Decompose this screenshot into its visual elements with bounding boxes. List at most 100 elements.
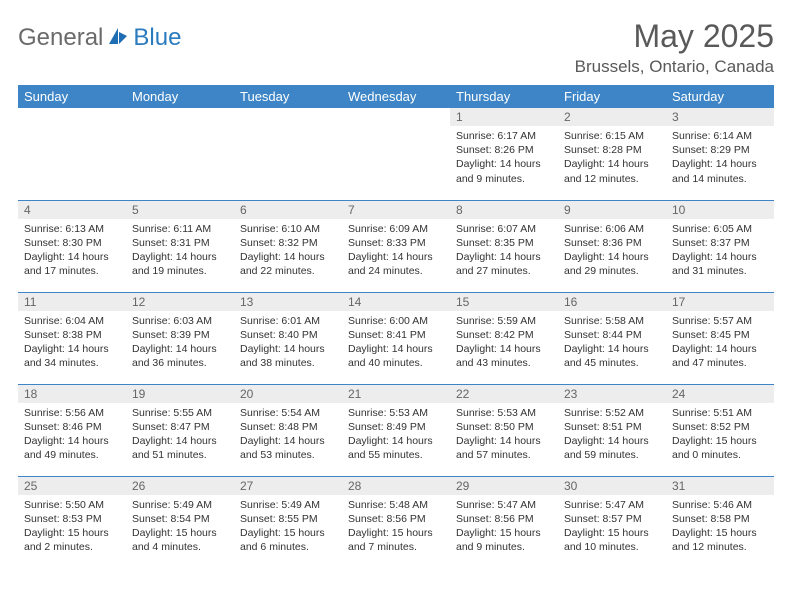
calendar-day-cell xyxy=(126,108,234,200)
day-number: 8 xyxy=(450,201,558,219)
calendar-day-cell: 22Sunrise: 5:53 AMSunset: 8:50 PMDayligh… xyxy=(450,384,558,476)
daylight-text: Daylight: 14 hours and 51 minutes. xyxy=(132,434,228,462)
sunrise-text: Sunrise: 5:59 AM xyxy=(456,314,552,328)
sunset-text: Sunset: 8:38 PM xyxy=(24,328,120,342)
sunrise-text: Sunrise: 6:13 AM xyxy=(24,222,120,236)
day-body: Sunrise: 6:03 AMSunset: 8:39 PMDaylight:… xyxy=(126,311,234,375)
daylight-text: Daylight: 14 hours and 24 minutes. xyxy=(348,250,444,278)
day-body: Sunrise: 5:47 AMSunset: 8:57 PMDaylight:… xyxy=(558,495,666,559)
sunrise-text: Sunrise: 6:03 AM xyxy=(132,314,228,328)
day-number: 31 xyxy=(666,477,774,495)
sunrise-text: Sunrise: 6:09 AM xyxy=(348,222,444,236)
day-body: Sunrise: 5:59 AMSunset: 8:42 PMDaylight:… xyxy=(450,311,558,375)
day-body: Sunrise: 6:04 AMSunset: 8:38 PMDaylight:… xyxy=(18,311,126,375)
sunset-text: Sunset: 8:26 PM xyxy=(456,143,552,157)
sunrise-text: Sunrise: 6:06 AM xyxy=(564,222,660,236)
day-body: Sunrise: 6:17 AMSunset: 8:26 PMDaylight:… xyxy=(450,126,558,190)
daylight-text: Daylight: 14 hours and 27 minutes. xyxy=(456,250,552,278)
weekday-monday: Monday xyxy=(126,85,234,108)
daylight-text: Daylight: 14 hours and 36 minutes. xyxy=(132,342,228,370)
sunrise-text: Sunrise: 6:01 AM xyxy=(240,314,336,328)
day-body: Sunrise: 6:11 AMSunset: 8:31 PMDaylight:… xyxy=(126,219,234,283)
day-body: Sunrise: 6:09 AMSunset: 8:33 PMDaylight:… xyxy=(342,219,450,283)
calendar-day-cell: 20Sunrise: 5:54 AMSunset: 8:48 PMDayligh… xyxy=(234,384,342,476)
calendar-day-cell: 17Sunrise: 5:57 AMSunset: 8:45 PMDayligh… xyxy=(666,292,774,384)
calendar-day-cell: 14Sunrise: 6:00 AMSunset: 8:41 PMDayligh… xyxy=(342,292,450,384)
calendar-day-cell: 10Sunrise: 6:05 AMSunset: 8:37 PMDayligh… xyxy=(666,200,774,292)
calendar-day-cell: 16Sunrise: 5:58 AMSunset: 8:44 PMDayligh… xyxy=(558,292,666,384)
day-body: Sunrise: 5:55 AMSunset: 8:47 PMDaylight:… xyxy=(126,403,234,467)
logo-text-general: General xyxy=(18,24,103,52)
sunset-text: Sunset: 8:40 PM xyxy=(240,328,336,342)
sunrise-text: Sunrise: 5:53 AM xyxy=(348,406,444,420)
daylight-text: Daylight: 15 hours and 12 minutes. xyxy=(672,526,768,554)
day-body: Sunrise: 5:49 AMSunset: 8:55 PMDaylight:… xyxy=(234,495,342,559)
day-number: 26 xyxy=(126,477,234,495)
daylight-text: Daylight: 14 hours and 53 minutes. xyxy=(240,434,336,462)
calendar-day-cell: 15Sunrise: 5:59 AMSunset: 8:42 PMDayligh… xyxy=(450,292,558,384)
calendar-day-cell: 3Sunrise: 6:14 AMSunset: 8:29 PMDaylight… xyxy=(666,108,774,200)
sunrise-text: Sunrise: 6:11 AM xyxy=(132,222,228,236)
day-number: 1 xyxy=(450,108,558,126)
calendar-day-cell: 19Sunrise: 5:55 AMSunset: 8:47 PMDayligh… xyxy=(126,384,234,476)
sunset-text: Sunset: 8:55 PM xyxy=(240,512,336,526)
day-body: Sunrise: 5:49 AMSunset: 8:54 PMDaylight:… xyxy=(126,495,234,559)
day-number: 13 xyxy=(234,293,342,311)
sunset-text: Sunset: 8:36 PM xyxy=(564,236,660,250)
day-number: 9 xyxy=(558,201,666,219)
daylight-text: Daylight: 14 hours and 57 minutes. xyxy=(456,434,552,462)
calendar-day-cell: 5Sunrise: 6:11 AMSunset: 8:31 PMDaylight… xyxy=(126,200,234,292)
sunset-text: Sunset: 8:30 PM xyxy=(24,236,120,250)
calendar-week-row: 25Sunrise: 5:50 AMSunset: 8:53 PMDayligh… xyxy=(18,476,774,568)
daylight-text: Daylight: 15 hours and 2 minutes. xyxy=(24,526,120,554)
daylight-text: Daylight: 14 hours and 14 minutes. xyxy=(672,157,768,185)
day-number xyxy=(234,108,342,126)
day-body: Sunrise: 5:47 AMSunset: 8:56 PMDaylight:… xyxy=(450,495,558,559)
title-block: May 2025 Brussels, Ontario, Canada xyxy=(575,18,774,77)
day-body: Sunrise: 5:53 AMSunset: 8:49 PMDaylight:… xyxy=(342,403,450,467)
daylight-text: Daylight: 15 hours and 7 minutes. xyxy=(348,526,444,554)
day-number: 10 xyxy=(666,201,774,219)
day-body: Sunrise: 5:48 AMSunset: 8:56 PMDaylight:… xyxy=(342,495,450,559)
calendar-week-row: 1Sunrise: 6:17 AMSunset: 8:26 PMDaylight… xyxy=(18,108,774,200)
day-number: 27 xyxy=(234,477,342,495)
day-body: Sunrise: 6:13 AMSunset: 8:30 PMDaylight:… xyxy=(18,219,126,283)
day-number: 6 xyxy=(234,201,342,219)
day-body: Sunrise: 6:01 AMSunset: 8:40 PMDaylight:… xyxy=(234,311,342,375)
calendar-day-cell: 1Sunrise: 6:17 AMSunset: 8:26 PMDaylight… xyxy=(450,108,558,200)
daylight-text: Daylight: 15 hours and 9 minutes. xyxy=(456,526,552,554)
logo: General Blue xyxy=(18,18,181,52)
sunset-text: Sunset: 8:48 PM xyxy=(240,420,336,434)
day-number: 7 xyxy=(342,201,450,219)
day-number: 30 xyxy=(558,477,666,495)
sunset-text: Sunset: 8:56 PM xyxy=(348,512,444,526)
sunrise-text: Sunrise: 5:50 AM xyxy=(24,498,120,512)
day-number: 16 xyxy=(558,293,666,311)
daylight-text: Daylight: 15 hours and 4 minutes. xyxy=(132,526,228,554)
daylight-text: Daylight: 14 hours and 49 minutes. xyxy=(24,434,120,462)
sunset-text: Sunset: 8:50 PM xyxy=(456,420,552,434)
sunset-text: Sunset: 8:53 PM xyxy=(24,512,120,526)
sunset-text: Sunset: 8:35 PM xyxy=(456,236,552,250)
sunset-text: Sunset: 8:33 PM xyxy=(348,236,444,250)
day-number: 25 xyxy=(18,477,126,495)
day-number xyxy=(126,108,234,126)
daylight-text: Daylight: 15 hours and 6 minutes. xyxy=(240,526,336,554)
calendar-day-cell xyxy=(342,108,450,200)
day-number: 2 xyxy=(558,108,666,126)
day-body: Sunrise: 6:05 AMSunset: 8:37 PMDaylight:… xyxy=(666,219,774,283)
sunrise-text: Sunrise: 5:58 AM xyxy=(564,314,660,328)
day-body: Sunrise: 5:54 AMSunset: 8:48 PMDaylight:… xyxy=(234,403,342,467)
sunrise-text: Sunrise: 6:07 AM xyxy=(456,222,552,236)
day-body: Sunrise: 5:52 AMSunset: 8:51 PMDaylight:… xyxy=(558,403,666,467)
calendar-day-cell: 13Sunrise: 6:01 AMSunset: 8:40 PMDayligh… xyxy=(234,292,342,384)
day-body: Sunrise: 5:56 AMSunset: 8:46 PMDaylight:… xyxy=(18,403,126,467)
sunset-text: Sunset: 8:28 PM xyxy=(564,143,660,157)
day-body: Sunrise: 5:53 AMSunset: 8:50 PMDaylight:… xyxy=(450,403,558,467)
daylight-text: Daylight: 14 hours and 40 minutes. xyxy=(348,342,444,370)
day-number: 11 xyxy=(18,293,126,311)
weekday-tuesday: Tuesday xyxy=(234,85,342,108)
sunset-text: Sunset: 8:58 PM xyxy=(672,512,768,526)
calendar-day-cell: 8 Sunrise: 6:07 AMSunset: 8:35 PMDaylight… xyxy=(450,200,558,292)
sunrise-text: Sunrise: 6:17 AM xyxy=(456,129,552,143)
